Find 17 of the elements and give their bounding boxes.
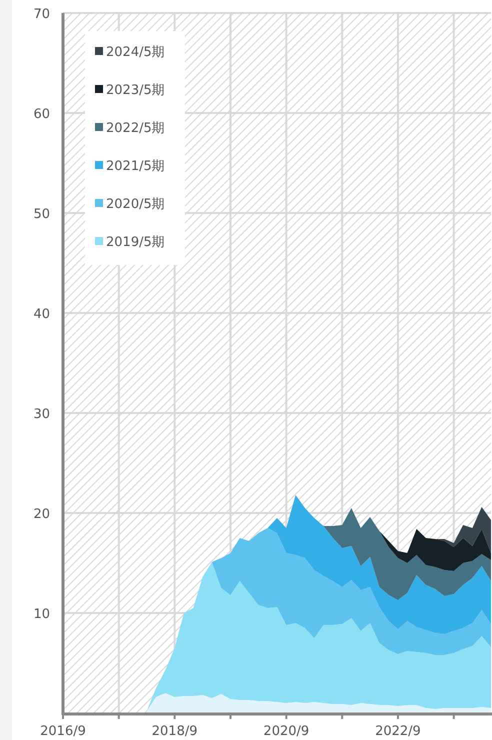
y-tick-label: 20 xyxy=(33,507,50,522)
x-tick-label: 2020/9 xyxy=(263,724,310,739)
y-tick-label: 60 xyxy=(33,107,50,122)
y-tick-label: 70 xyxy=(33,7,50,22)
y-tick-label: 40 xyxy=(33,307,50,322)
y-tick-label: 10 xyxy=(33,607,50,622)
legend-label: 2023/5期 xyxy=(106,83,165,98)
y-tick-label: 50 xyxy=(33,207,50,222)
legend-label: 2020/5期 xyxy=(106,197,165,212)
x-tick-label: 2016/9 xyxy=(40,724,86,739)
legend-label: 2022/5期 xyxy=(106,121,165,136)
legend-label: 2021/5期 xyxy=(106,159,165,174)
legend-label: 2019/5期 xyxy=(106,235,165,250)
x-tick-label: 2018/9 xyxy=(152,724,198,739)
y-tick-label: 30 xyxy=(33,407,50,422)
x-tick-label: 2022/9 xyxy=(375,724,421,739)
legend-label: 2024/5期 xyxy=(106,45,165,60)
